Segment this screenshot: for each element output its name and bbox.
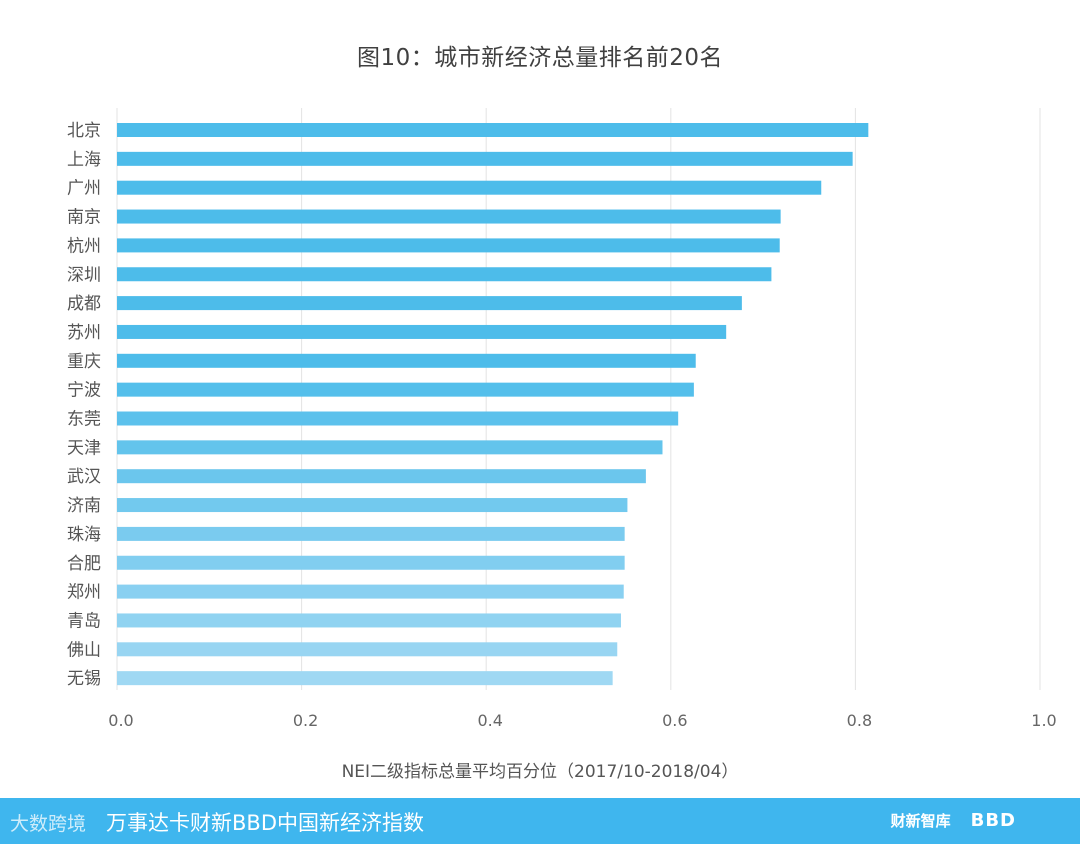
bar-chart: 北京上海广州南京杭州深圳成都苏州重庆宁波东莞天津武汉济南珠海合肥郑州青岛佛山无锡…: [67, 108, 1057, 730]
footer-bar: 大数跨境 万事达卡财新BBD中国新经济指数 财新智库 BBD: [0, 798, 1080, 844]
gridlines: [116, 108, 1041, 690]
category-label: 重庆: [67, 352, 101, 372]
bar: [117, 411, 679, 426]
x-tick-label: 0.8: [847, 711, 872, 730]
bbd-brand-logo: BBD: [970, 810, 1016, 831]
category-label: 济南: [67, 496, 101, 516]
bar: [117, 498, 628, 513]
x-axis-label: NEI二级指标总量平均百分位（2017/10-2018/04）: [341, 762, 739, 782]
category-label: 青岛: [67, 611, 101, 631]
category-label: 上海: [67, 150, 101, 170]
footer-title: 万事达卡财新BBD中国新经济指数: [106, 811, 424, 835]
category-label: 成都: [67, 294, 101, 314]
category-label: 杭州: [67, 236, 101, 256]
category-label: 无锡: [67, 669, 101, 689]
x-tick-labels: 0.0 0.2 0.4 0.6 0.8 1.0: [108, 711, 1056, 730]
category-label: 深圳: [67, 265, 101, 285]
bar: [117, 469, 646, 484]
category-label: 郑州: [67, 583, 101, 603]
caixin-brand-logo: 财新智库: [890, 812, 951, 830]
bar: [117, 555, 625, 570]
bar: [117, 238, 780, 253]
category-label: 合肥: [67, 554, 101, 574]
bar: [117, 151, 853, 166]
bar: [117, 440, 663, 455]
footer-left: 大数跨境 万事达卡财新BBD中国新经济指数: [10, 807, 424, 837]
category-label: 南京: [67, 208, 101, 228]
bar: [117, 382, 694, 397]
x-tick-label: 0.6: [662, 711, 687, 730]
category-label: 广州: [67, 179, 101, 199]
bar: [117, 267, 772, 282]
bar: [117, 180, 822, 195]
category-label: 天津: [67, 438, 101, 458]
bar: [117, 671, 613, 686]
x-tick-label: 0.0: [108, 711, 133, 730]
x-tick-label: 0.2: [293, 711, 318, 730]
bar: [117, 123, 869, 137]
bar: [117, 613, 621, 628]
bar: [117, 324, 727, 339]
bar: [117, 209, 781, 224]
bar: [117, 642, 618, 657]
bar: [117, 296, 742, 311]
bar: [117, 526, 625, 541]
category-label: 苏州: [67, 323, 101, 343]
chart-title: 图10：城市新经济总量排名前20名: [356, 45, 724, 71]
category-label: 佛山: [67, 640, 101, 660]
bar: [117, 353, 696, 368]
x-tick-label: 0.4: [477, 711, 502, 730]
bar: [117, 584, 624, 599]
category-label: 宁波: [67, 381, 101, 401]
watermark-logo: 大数跨境: [10, 812, 87, 835]
x-tick-label: 1.0: [1031, 711, 1056, 730]
footer-brands: 财新智库 BBD: [891, 810, 1016, 831]
category-label: 武汉: [67, 467, 101, 487]
category-label: 北京: [67, 121, 101, 141]
category-label: 珠海: [67, 525, 101, 545]
category-label: 东莞: [67, 410, 101, 430]
bars: [117, 123, 869, 686]
